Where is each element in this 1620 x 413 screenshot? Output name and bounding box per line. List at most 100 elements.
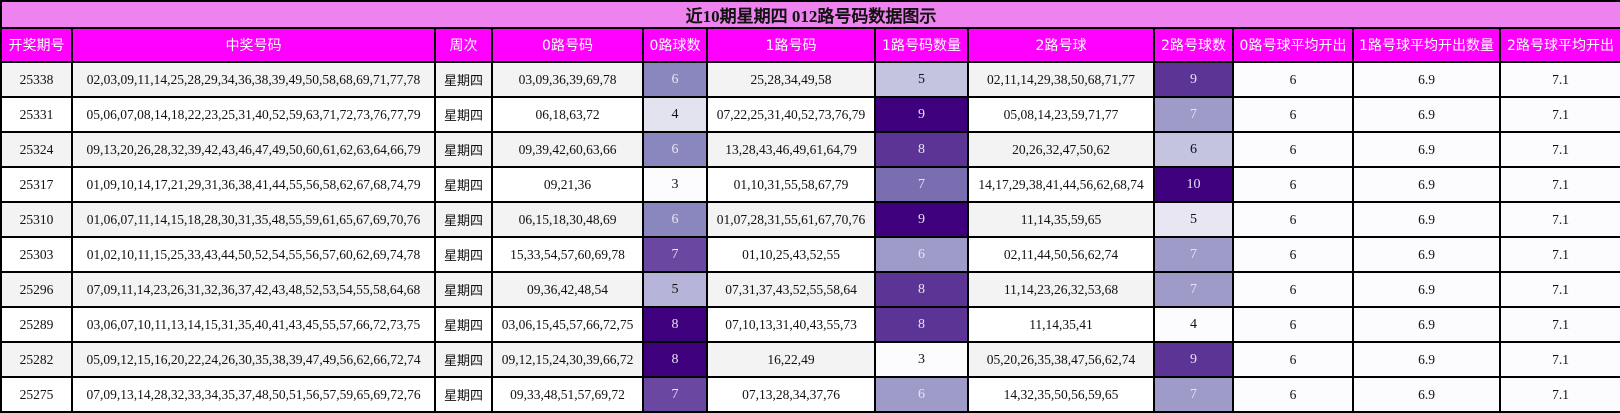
- col-header-weekday: 周次: [434, 27, 493, 63]
- col-header-route2-avg: 2路号球平均开出: [1499, 27, 1620, 63]
- cell-route2-avg: 7.1: [1499, 131, 1620, 168]
- col-header-issue: 开奖期号: [0, 27, 73, 63]
- cell-route0-numbers: 09,39,42,60,63,66: [491, 131, 644, 168]
- col-header-route2-numbers: 2路号球: [967, 27, 1155, 63]
- cell-route2-count: 7: [1153, 236, 1234, 273]
- cell-route0-numbers: 09,21,36: [491, 166, 644, 203]
- cell-route1-avg: 6.9: [1352, 306, 1501, 343]
- cell-route1-avg: 6.9: [1352, 341, 1501, 378]
- cell-route2-count: 7: [1153, 271, 1234, 308]
- cell-route0-avg: 6: [1232, 341, 1354, 378]
- cell-route0-count: 7: [642, 376, 708, 413]
- cell-route0-numbers: 09,33,48,51,57,69,72: [491, 376, 644, 413]
- cell-route0-count: 5: [642, 271, 708, 308]
- cell-route2-avg: 7.1: [1499, 376, 1620, 413]
- cell-route2-numbers: 14,32,35,50,56,59,65: [967, 376, 1155, 413]
- cell-route1-count: 6: [874, 236, 969, 273]
- cell-winning-numbers: 07,09,13,14,28,32,33,34,35,37,48,50,51,5…: [71, 376, 436, 413]
- cell-route0-count: 6: [642, 131, 708, 168]
- cell-route1-count: 8: [874, 271, 969, 308]
- cell-route1-numbers: 01,10,25,43,52,55: [706, 236, 876, 273]
- cell-route2-numbers: 02,11,14,29,38,50,68,71,77: [967, 61, 1155, 98]
- cell-route2-count: 7: [1153, 96, 1234, 133]
- table-row: 25310 01,06,07,11,14,15,18,28,30,31,35,48…: [0, 201, 1620, 238]
- table-row: 25317 01,09,10,14,17,21,29,31,36,38,41,44…: [0, 166, 1620, 203]
- cell-route1-avg: 6.9: [1352, 236, 1501, 273]
- cell-route2-numbers: 11,14,35,59,65: [967, 201, 1155, 238]
- cell-route1-numbers: 13,28,43,46,49,61,64,79: [706, 131, 876, 168]
- table-row: 25282 05,09,12,15,16,20,22,24,26,30,35,38…: [0, 341, 1620, 378]
- cell-weekday: 星期四: [434, 61, 493, 98]
- col-header-route0-count: 0路球数: [642, 27, 708, 63]
- table-row: 25303 01,02,10,11,15,25,33,43,44,50,52,54…: [0, 236, 1620, 273]
- cell-weekday: 星期四: [434, 341, 493, 378]
- table-title: 近10期星期四 012路号码数据图示: [0, 0, 1620, 29]
- cell-route0-count: 8: [642, 306, 708, 343]
- col-header-route1-count: 1路号码数量: [874, 27, 969, 63]
- cell-winning-numbers: 01,02,10,11,15,25,33,43,44,50,52,54,55,5…: [71, 236, 436, 273]
- cell-route1-numbers: 25,28,34,49,58: [706, 61, 876, 98]
- cell-route1-count: 8: [874, 131, 969, 168]
- cell-route0-avg: 6: [1232, 376, 1354, 413]
- cell-route0-count: 3: [642, 166, 708, 203]
- cell-weekday: 星期四: [434, 306, 493, 343]
- cell-route2-numbers: 20,26,32,47,50,62: [967, 131, 1155, 168]
- cell-weekday: 星期四: [434, 376, 493, 413]
- cell-weekday: 星期四: [434, 236, 493, 273]
- cell-route1-count: 3: [874, 341, 969, 378]
- cell-route2-count: 5: [1153, 201, 1234, 238]
- cell-issue: 25317: [0, 166, 73, 203]
- cell-issue: 25303: [0, 236, 73, 273]
- cell-weekday: 星期四: [434, 166, 493, 203]
- cell-route0-count: 8: [642, 341, 708, 378]
- cell-issue: 25282: [0, 341, 73, 378]
- cell-route1-numbers: 16,22,49: [706, 341, 876, 378]
- cell-route1-numbers: 01,10,31,55,58,67,79: [706, 166, 876, 203]
- cell-route2-avg: 7.1: [1499, 306, 1620, 343]
- cell-route2-count: 6: [1153, 131, 1234, 168]
- cell-route1-avg: 6.9: [1352, 96, 1501, 133]
- table-row: 25324 09,13,20,26,28,32,39,42,43,46,47,49…: [0, 131, 1620, 168]
- header-row: 开奖期号 中奖号码 周次 0路号码 0路球数 1路号码 1路号码数量 2路号球 …: [0, 27, 1620, 63]
- cell-route0-avg: 6: [1232, 271, 1354, 308]
- cell-route2-numbers: 05,20,26,35,38,47,56,62,74: [967, 341, 1155, 378]
- cell-route2-count: 4: [1153, 306, 1234, 343]
- cell-issue: 25331: [0, 96, 73, 133]
- cell-route0-count: 6: [642, 61, 708, 98]
- cell-route2-count: 9: [1153, 341, 1234, 378]
- cell-route2-numbers: 11,14,35,41: [967, 306, 1155, 343]
- cell-route1-avg: 6.9: [1352, 271, 1501, 308]
- cell-route1-numbers: 01,07,28,31,55,61,67,70,76: [706, 201, 876, 238]
- cell-issue: 25289: [0, 306, 73, 343]
- cell-route0-count: 6: [642, 201, 708, 238]
- cell-winning-numbers: 05,06,07,08,14,18,22,23,25,31,40,52,59,6…: [71, 96, 436, 133]
- cell-issue: 25275: [0, 376, 73, 413]
- cell-route2-avg: 7.1: [1499, 271, 1620, 308]
- cell-route0-numbers: 06,18,63,72: [491, 96, 644, 133]
- table-row: 25338 02,03,09,11,14,25,28,29,34,36,38,39…: [0, 61, 1620, 98]
- cell-route1-count: 8: [874, 306, 969, 343]
- cell-route2-count: 7: [1153, 376, 1234, 413]
- cell-route2-count: 9: [1153, 61, 1234, 98]
- cell-route1-count: 9: [874, 96, 969, 133]
- cell-weekday: 星期四: [434, 96, 493, 133]
- cell-route1-numbers: 07,13,28,34,37,76: [706, 376, 876, 413]
- cell-route0-avg: 6: [1232, 96, 1354, 133]
- col-header-route0-numbers: 0路号码: [491, 27, 644, 63]
- cell-winning-numbers: 07,09,11,14,23,26,31,32,36,37,42,43,48,5…: [71, 271, 436, 308]
- table-row: 25296 07,09,11,14,23,26,31,32,36,37,42,43…: [0, 271, 1620, 308]
- cell-winning-numbers: 01,09,10,14,17,21,29,31,36,38,41,44,55,5…: [71, 166, 436, 203]
- cell-route2-avg: 7.1: [1499, 236, 1620, 273]
- cell-winning-numbers: 03,06,07,10,11,13,14,15,31,35,40,41,43,4…: [71, 306, 436, 343]
- cell-winning-numbers: 02,03,09,11,14,25,28,29,34,36,38,39,49,5…: [71, 61, 436, 98]
- cell-issue: 25296: [0, 271, 73, 308]
- cell-route0-numbers: 09,36,42,48,54: [491, 271, 644, 308]
- table-row: 25289 03,06,07,10,11,13,14,15,31,35,40,41…: [0, 306, 1620, 343]
- cell-route0-numbers: 03,09,36,39,69,78: [491, 61, 644, 98]
- cell-route0-avg: 6: [1232, 236, 1354, 273]
- table-row: 25331 05,06,07,08,14,18,22,23,25,31,40,52…: [0, 96, 1620, 133]
- cell-weekday: 星期四: [434, 271, 493, 308]
- cell-route2-numbers: 14,17,29,38,41,44,56,62,68,74: [967, 166, 1155, 203]
- cell-route2-numbers: 11,14,23,26,32,53,68: [967, 271, 1155, 308]
